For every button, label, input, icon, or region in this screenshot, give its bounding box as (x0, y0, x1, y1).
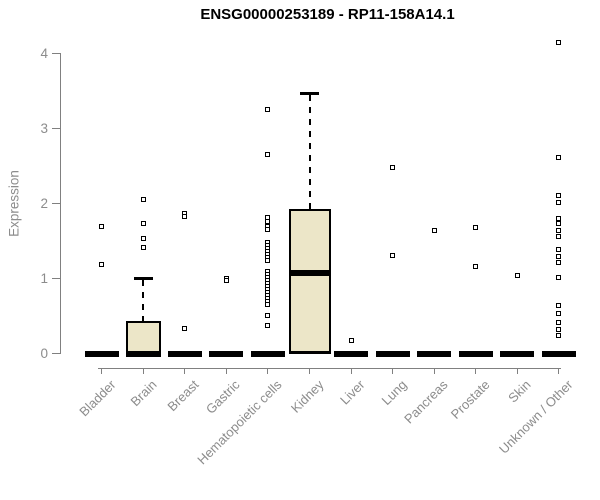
median-line (84, 350, 119, 357)
y-axis-line (59, 53, 61, 354)
outlier-point (265, 258, 271, 263)
y-axis-tick (52, 203, 60, 204)
outlier-point (556, 228, 562, 233)
y-axis-tick-label: 1 (40, 270, 48, 286)
outlier-point (514, 273, 520, 278)
median-line (250, 350, 285, 357)
y-axis-tick (52, 353, 60, 354)
median-line (125, 350, 161, 357)
outlier-point (265, 227, 271, 233)
x-axis-tick (309, 368, 311, 374)
outlier-point (556, 311, 562, 317)
median-line (541, 350, 576, 357)
outlier-point (473, 264, 479, 269)
y-axis-tick-label: 4 (40, 45, 48, 61)
x-axis-tick (475, 368, 477, 374)
whisker-cap (133, 277, 153, 280)
outlier-point (556, 327, 562, 332)
x-axis-tick (392, 368, 394, 374)
outlier-point (390, 165, 396, 170)
outlier-point (140, 221, 146, 227)
x-axis-tick (350, 368, 352, 374)
median-line (288, 269, 331, 276)
outlier-point (556, 39, 562, 45)
boxplot-box (125, 320, 161, 354)
outlier-point (140, 244, 146, 250)
x-axis-tick (184, 368, 186, 374)
whisker-line (142, 280, 145, 321)
y-axis-tick (52, 53, 60, 54)
outlier-point (348, 338, 354, 344)
x-axis-line (98, 367, 561, 369)
outlier-point (265, 323, 271, 329)
outlier-point (556, 246, 562, 252)
outlier-point (390, 252, 396, 258)
outlier-point (140, 196, 146, 202)
x-axis-tick (267, 368, 269, 374)
median-line (500, 350, 535, 357)
outlier-point (556, 253, 562, 259)
outlier-point (182, 213, 188, 219)
x-axis-tick (433, 368, 435, 374)
outlier-point (556, 192, 562, 198)
outlier-point (556, 259, 562, 265)
outlier-point (140, 235, 146, 241)
outlier-point (556, 154, 562, 160)
outlier-point (223, 278, 229, 284)
outlier-point (556, 275, 562, 281)
median-line (209, 350, 244, 357)
median-line (375, 350, 410, 357)
x-axis-tick (142, 368, 144, 374)
median-line (334, 350, 369, 357)
outlier-point (99, 261, 105, 267)
median-line (417, 350, 452, 357)
x-axis-tick (516, 368, 518, 374)
outlier-point (265, 106, 271, 112)
outlier-point (556, 303, 562, 308)
x-axis-tick (101, 368, 103, 374)
outlier-point (556, 320, 562, 326)
chart-title: ENSG00000253189 - RP11-158A14.1 (200, 6, 455, 23)
outlier-point (431, 228, 437, 233)
y-axis-tick-label: 3 (40, 120, 48, 136)
outlier-point (182, 326, 188, 332)
median-line (167, 350, 202, 357)
outlier-point (556, 333, 562, 338)
boxplot-box (288, 208, 331, 354)
outlier-point (556, 220, 562, 226)
outlier-point (556, 234, 562, 239)
y-axis-tick-label: 2 (40, 195, 48, 211)
whisker-cap (300, 91, 320, 95)
y-axis-tick-label: 0 (40, 345, 48, 361)
outlier-point (265, 312, 271, 318)
outlier-point (473, 225, 479, 230)
outlier-point (99, 224, 105, 230)
y-axis-tick (52, 128, 60, 129)
x-axis-tick (225, 368, 227, 374)
y-axis-tick (52, 278, 60, 279)
outlier-point (265, 301, 271, 307)
outlier-point (265, 152, 271, 158)
median-line (458, 350, 493, 357)
x-axis-tick (558, 368, 560, 374)
outlier-point (556, 199, 562, 205)
whisker-line (308, 94, 311, 209)
